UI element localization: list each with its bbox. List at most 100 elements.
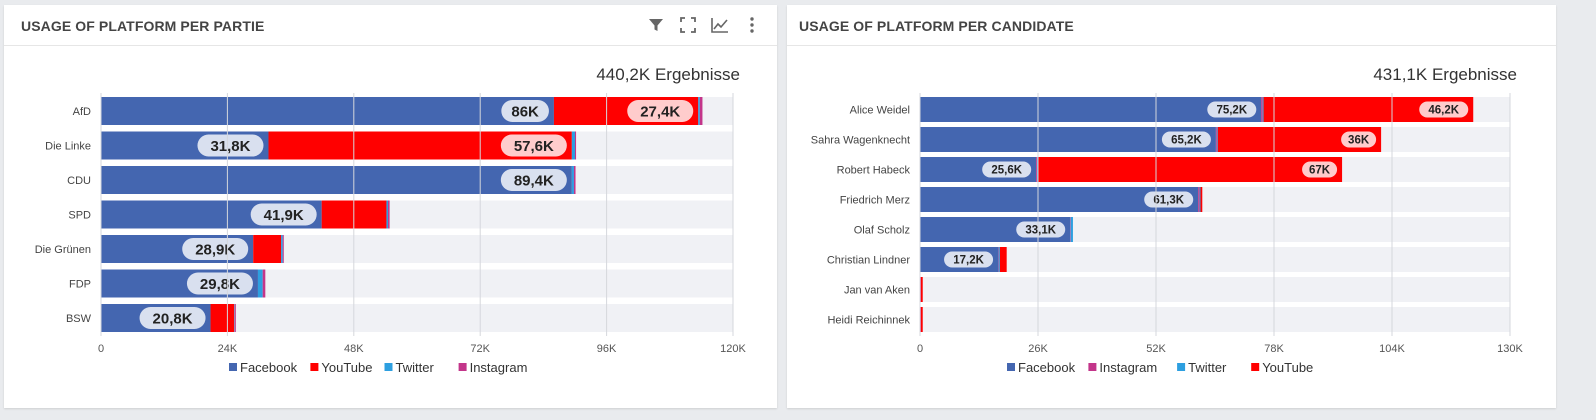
data-label: 17,2K xyxy=(953,255,984,267)
bar-segment-instagram xyxy=(388,200,390,229)
more-icon[interactable] xyxy=(741,14,763,36)
bar-segment-twitter xyxy=(698,97,700,125)
x-tick-label: 78K xyxy=(1264,343,1284,355)
data-label: 65,2K xyxy=(1171,135,1202,147)
x-tick-label: 96K xyxy=(597,343,617,355)
data-label: 29,8K xyxy=(200,276,240,293)
filter-icon[interactable] xyxy=(645,14,667,36)
data-label-background xyxy=(197,134,264,157)
legend-item-facebook: Facebook xyxy=(1018,360,1076,375)
bar-segment-facebook xyxy=(101,97,554,125)
category-label: FDP xyxy=(69,279,91,291)
data-label: 86K xyxy=(511,103,539,120)
bar-segment-youtube xyxy=(920,277,923,302)
legend-item-twitter: Twitter xyxy=(1188,360,1227,375)
data-label-background xyxy=(1341,131,1377,148)
bar-segment-instagram xyxy=(1198,187,1200,212)
data-label-background xyxy=(500,169,567,191)
category-label: Friedrich Merz xyxy=(840,195,910,207)
bar-segment-instagram xyxy=(282,235,284,263)
data-label: 25,6K xyxy=(991,165,1022,177)
data-label-background xyxy=(627,100,694,122)
category-label: Sahra Wagenknecht xyxy=(811,135,910,147)
data-label: 57,6K xyxy=(514,138,554,155)
bar-segment-facebook xyxy=(920,97,1262,122)
bar-track xyxy=(920,247,1510,272)
data-label-background xyxy=(982,161,1032,178)
bar-segment-twitter xyxy=(257,269,263,298)
x-tick-label: 48K xyxy=(344,343,364,355)
data-label: 89,4K xyxy=(514,172,554,189)
category-label: AfD xyxy=(73,106,91,118)
chart-panel-candidates: USAGE OF PLATFORM PER CANDIDATE 431,1K E… xyxy=(787,5,1556,408)
bar-segment-instagram xyxy=(699,97,703,125)
category-label: Olaf Scholz xyxy=(854,225,910,237)
panel-toolbar xyxy=(645,14,763,36)
data-label-background xyxy=(1302,161,1338,178)
data-label: 67K xyxy=(1309,165,1331,177)
bar-segment-twitter xyxy=(998,247,1000,272)
bar-segment-twitter xyxy=(571,131,575,160)
bar-segment-twitter xyxy=(281,235,283,263)
category-label: Heidi Reichinnek xyxy=(827,315,910,327)
data-label-background xyxy=(1161,131,1211,148)
bar-segment-instagram xyxy=(1215,127,1217,152)
bar-segment-instagram xyxy=(234,304,236,332)
x-tick-label: 104K xyxy=(1379,343,1405,355)
bar-segment-youtube xyxy=(999,247,1007,272)
bar-segment-twitter xyxy=(1216,127,1218,152)
category-label: Christian Lindner xyxy=(827,255,910,267)
x-tick-label: 72K xyxy=(470,343,490,355)
data-label-background xyxy=(1207,101,1257,118)
legend-item-instagram: Instagram xyxy=(1099,360,1157,375)
panel-header: USAGE OF PLATFORM PER CANDIDATE xyxy=(787,5,1556,46)
bar-segment-twitter xyxy=(571,166,574,194)
bar-segment-youtube xyxy=(210,304,235,332)
bar-segment-instagram xyxy=(575,131,577,160)
fullscreen-icon[interactable] xyxy=(677,14,699,36)
bar-segment-twitter xyxy=(386,200,389,229)
results-total-label: 440,2K Ergebnisse xyxy=(596,65,740,84)
data-label: 33,1K xyxy=(1025,225,1056,237)
bar-segment-twitter xyxy=(1199,187,1201,212)
legend-swatch-youtube xyxy=(1251,363,1260,371)
bar-segment-twitter xyxy=(1070,217,1073,242)
line-chart-icon[interactable] xyxy=(709,14,731,36)
bar-track xyxy=(920,277,1510,302)
legend-swatch-youtube xyxy=(310,363,319,371)
category-label: Die Grünen xyxy=(35,244,91,256)
x-tick-label: 0 xyxy=(98,343,104,355)
data-label-background xyxy=(186,272,253,295)
bar-segment-instagram xyxy=(1261,97,1263,122)
panel-title: USAGE OF PLATFORM PER CANDIDATE xyxy=(799,18,1074,34)
data-label: 75,2K xyxy=(1216,105,1247,117)
data-label-background xyxy=(139,307,206,329)
data-label: 41,9K xyxy=(264,207,304,224)
bar-segment-youtube xyxy=(1200,187,1203,212)
legend-item-youtube: YouTube xyxy=(1262,360,1313,375)
category-label: Jan van Aken xyxy=(844,285,910,297)
stacked-bar-chart-candidates: 431,1K Ergebnisse Alice Weidel 75,2K 46,2K S… xyxy=(811,65,1524,375)
bar-segment-instagram xyxy=(262,269,266,298)
x-tick-label: 130K xyxy=(1497,343,1523,355)
panel-header: USAGE OF PLATFORM PER PARTIE xyxy=(4,5,777,46)
x-tick-label: 120K xyxy=(720,343,746,355)
bar-segment-twitter xyxy=(234,304,235,332)
data-label: 28,9K xyxy=(195,241,235,258)
bar-track xyxy=(920,307,1510,332)
category-label: Die Linke xyxy=(45,141,91,153)
category-label: Alice Weidel xyxy=(850,105,910,117)
category-label: Robert Habeck xyxy=(837,165,911,177)
data-label: 36K xyxy=(1348,135,1370,147)
bar-segment-youtube xyxy=(1038,157,1343,182)
results-total-label: 431,1K Ergebnisse xyxy=(1373,65,1517,84)
bar-segment-twitter xyxy=(1262,97,1264,122)
data-label-background xyxy=(182,238,249,260)
data-label: 61,3K xyxy=(1153,195,1184,207)
stacked-bar-chart-parties: 440,2K Ergebnisse AfD 86K 27,4K Die Linke 31,… xyxy=(35,65,747,375)
data-label-background xyxy=(250,203,317,226)
bar-segment-instagram xyxy=(1036,157,1038,182)
category-label: BSW xyxy=(66,313,92,325)
data-label-background xyxy=(944,251,994,268)
x-tick-label: 26K xyxy=(1028,343,1048,355)
